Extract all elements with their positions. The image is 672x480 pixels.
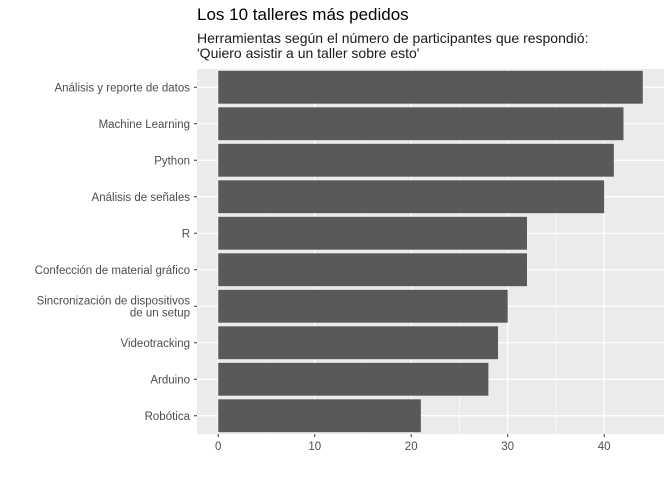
bar bbox=[218, 326, 499, 360]
y-tick-label: R bbox=[182, 228, 190, 240]
y-tick-label: Análisis y reporte de datos bbox=[54, 82, 190, 94]
y-tick-label: Confección de material gráfico bbox=[35, 265, 190, 277]
bar bbox=[218, 143, 614, 177]
x-axis: 0 10 20 30 40 bbox=[215, 434, 611, 453]
bars bbox=[218, 70, 643, 433]
bar bbox=[218, 253, 527, 287]
y-tick-label: Sincronización de dispositivos de un setu… bbox=[37, 295, 191, 319]
chart-subtitle-line-1: Herramientas según el número de particip… bbox=[197, 30, 588, 46]
x-tick-label: 40 bbox=[598, 441, 611, 453]
x-tick-label: 10 bbox=[308, 441, 321, 453]
y-tick-label: Machine Learning bbox=[99, 119, 190, 131]
y-axis: Análisis y reporte de datos Machine Learn… bbox=[35, 82, 197, 423]
chart-subtitle-line-2: 'Quiero asistir a un taller sobre esto' bbox=[197, 45, 419, 61]
x-tick-label: 30 bbox=[501, 441, 514, 453]
bar bbox=[218, 399, 421, 433]
bar bbox=[218, 289, 508, 323]
bar bbox=[218, 216, 527, 250]
y-tick-label: Python bbox=[154, 155, 190, 167]
bar bbox=[218, 70, 643, 104]
y-tick-label: Videotracking bbox=[121, 338, 190, 350]
x-tick-label: 0 bbox=[215, 441, 221, 453]
bar bbox=[218, 180, 605, 214]
x-tick-label: 20 bbox=[405, 441, 418, 453]
y-tick-label: Arduino bbox=[150, 374, 190, 386]
bar bbox=[218, 107, 624, 141]
y-tick-label: Robótica bbox=[145, 411, 191, 423]
y-tick-label: Análisis de señales bbox=[92, 192, 191, 204]
chart-title: Los 10 talleres más pedidos bbox=[197, 5, 409, 24]
bar bbox=[218, 362, 489, 396]
